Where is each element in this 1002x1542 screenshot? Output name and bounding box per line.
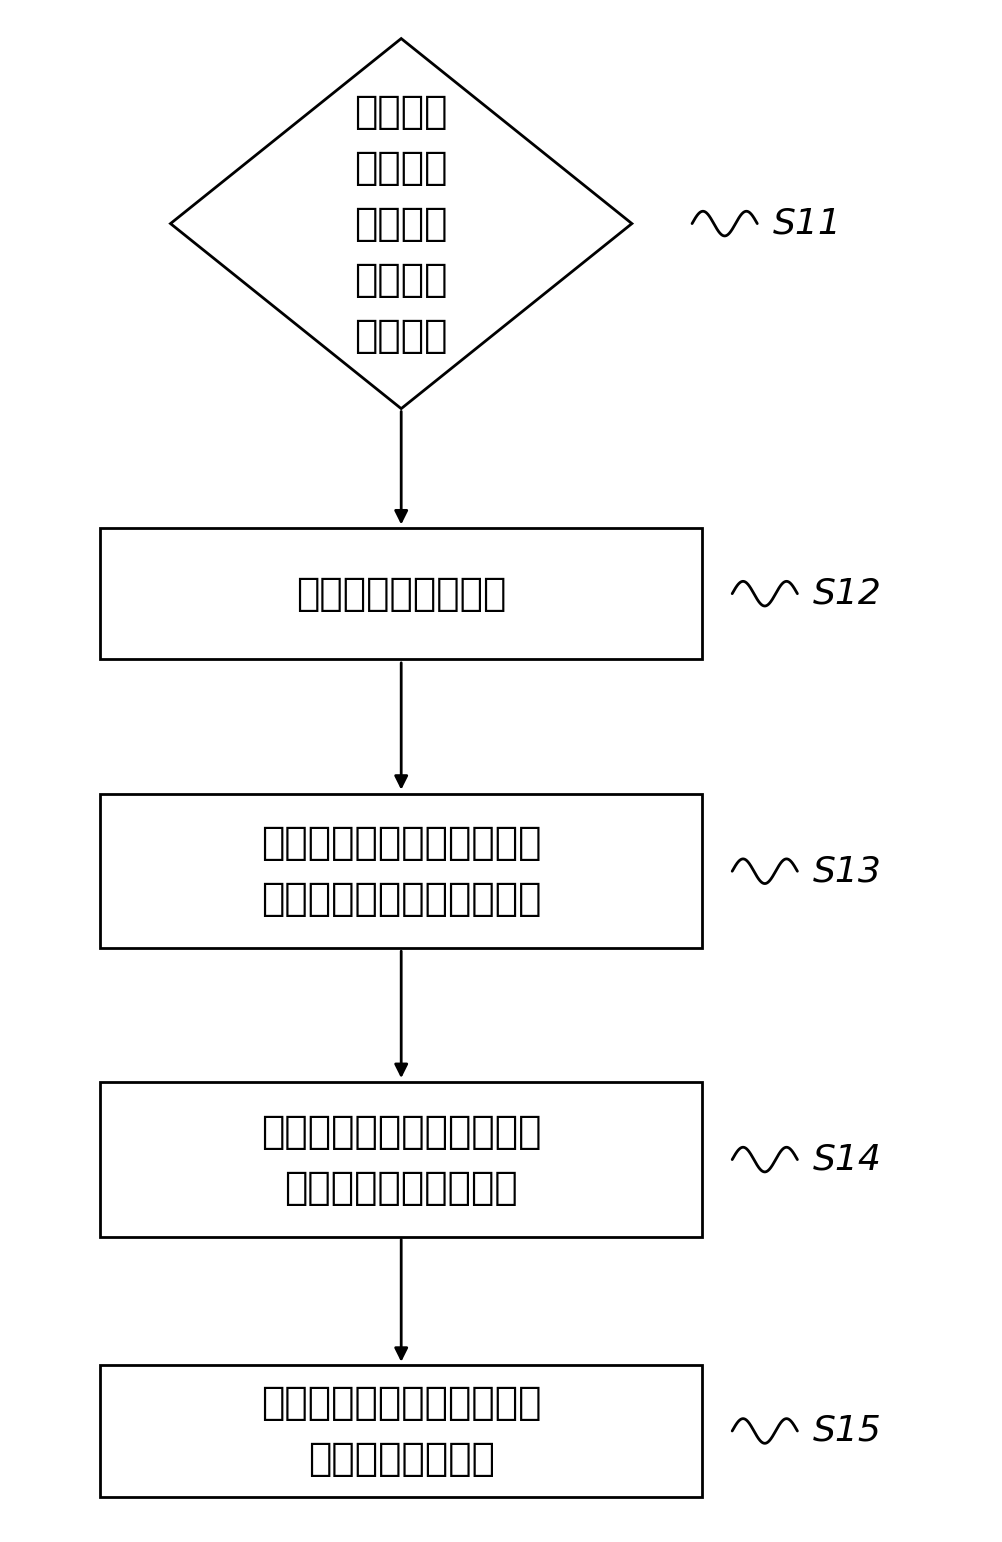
- Text: 计算出所述主设备与所述从
属设备之间的传输延时: 计算出所述主设备与所述从 属设备之间的传输延时: [261, 1113, 541, 1206]
- Text: 获取主设备响应于所述事件
消息生成的第二硬件时间戳: 获取主设备响应于所述事件 消息生成的第二硬件时间戳: [261, 825, 541, 917]
- Text: S13: S13: [812, 854, 881, 888]
- Bar: [100, 1366, 701, 1496]
- Text: S12: S12: [812, 577, 881, 611]
- Bar: [100, 529, 701, 660]
- Text: S14: S14: [812, 1143, 881, 1177]
- Text: 调整所述从属设备的时钟时
间，完成时钟同步: 调整所述从属设备的时钟时 间，完成时钟同步: [261, 1385, 541, 1477]
- Polygon shape: [170, 39, 631, 409]
- Text: S15: S15: [812, 1414, 881, 1448]
- Text: 生成第一硬件时间戳: 生成第一硬件时间戳: [296, 575, 506, 612]
- Text: S11: S11: [772, 207, 841, 241]
- Bar: [100, 1082, 701, 1237]
- Bar: [100, 794, 701, 948]
- Text: 判断从属
设备的硬
件接口是
否监测到
事件消息: 判断从属 设备的硬 件接口是 否监测到 事件消息: [354, 93, 448, 355]
